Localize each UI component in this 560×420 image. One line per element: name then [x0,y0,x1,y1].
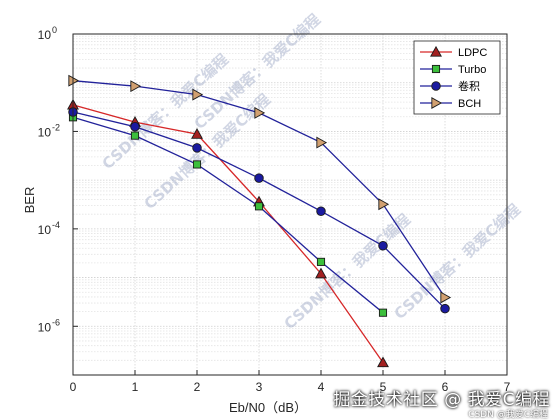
y-tick-base: 10 [38,223,52,237]
data-point [192,88,204,101]
data-point [68,74,80,87]
grid [72,34,508,376]
data-point [377,356,389,368]
series-3 [68,74,452,304]
y-tick-base: 10 [38,28,52,42]
series-line [72,104,384,363]
y-tick-exponent: 0 [52,25,57,35]
legend-box [413,40,501,115]
y-tick-label: 10 [38,125,52,139]
data-point [191,128,203,139]
y-tick-exponent: -4 [52,220,60,230]
data-point [254,173,264,183]
data-point [315,267,327,279]
data-point [130,121,140,132]
data-point [378,308,388,317]
x-tick-label: 6 [442,380,449,394]
y-tick-base: 10 [38,320,52,334]
x-tick-label: 3 [256,380,263,394]
data-point [254,106,266,119]
x-tick-label: 4 [318,380,325,394]
x-tick-label: 7 [504,380,511,394]
watermark-text: CSDN博客：我爱C编程 [391,200,524,323]
plot-frame [72,33,508,376]
legend-label: 卷积 [458,79,480,93]
data-point [192,143,202,153]
x-tick-label: 1 [132,380,139,394]
series-2 [68,107,450,314]
legend-label: BCH [458,98,481,110]
series-lines [67,74,452,368]
y-tick-exponent: -6 [52,317,60,327]
data-point [316,206,326,216]
data-point [192,160,202,169]
y-tick-base: 10 [38,125,52,139]
data-point [130,131,140,140]
data-point [440,303,450,314]
legend-label: Turbo [458,64,486,76]
y-tick-label: 10 [38,28,52,42]
data-point [316,136,328,149]
data-point [378,241,388,251]
bottom-watermark-sub: CSDN @我爱C编程 [468,410,548,420]
x-tick-label: 5 [380,380,387,394]
y-tick-exponent: -2 [52,122,60,132]
legend-marker [431,97,443,109]
data-point [378,198,390,211]
data-point [254,202,264,211]
legend-label: LDPC [458,47,487,59]
legend-marker [431,81,441,91]
y-axis-label: BER [22,187,37,214]
x-axis-label: Eb/N0（dB） [229,400,307,415]
x-tick-label: 2 [194,380,201,394]
data-point [316,257,326,266]
y-tick-label: 10 [38,320,52,334]
legend: LDPC Turbo 卷积 BCH [413,40,501,115]
y-tick-label: 10 [38,223,52,237]
legend-marker [430,45,442,57]
data-point [130,80,142,93]
series-line [72,116,384,314]
x-tick-label: 0 [70,380,77,394]
bottom-watermark: 掘金技术社区 @ 我爱C编程 [333,390,550,410]
data-point [440,291,452,304]
legend-marker [431,64,441,74]
